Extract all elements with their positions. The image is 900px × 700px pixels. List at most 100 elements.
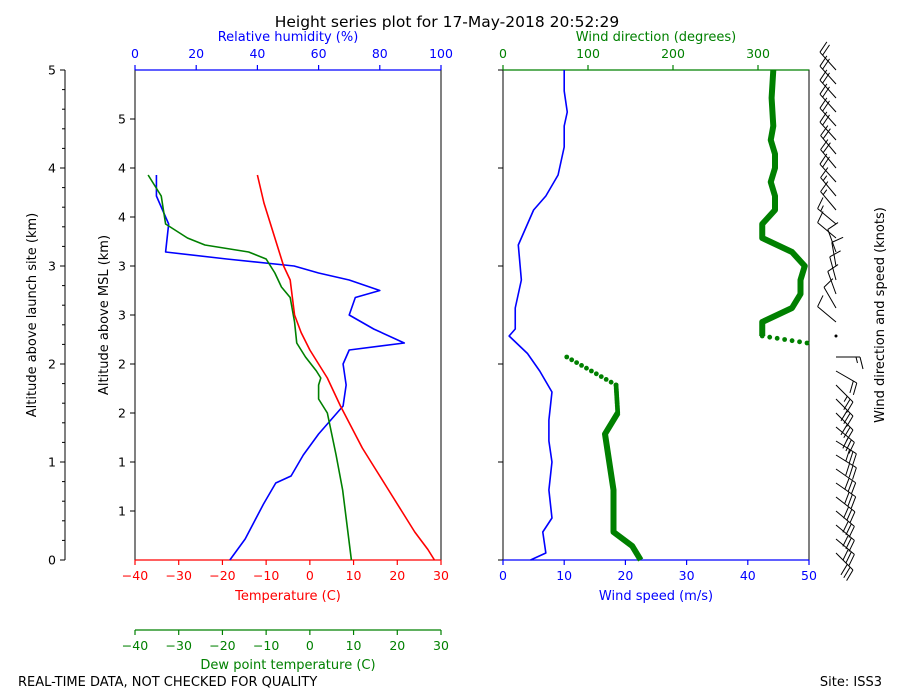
wind-direction-point [797, 339, 802, 345]
agl-axis-label: Altitude above launch site (km) [25, 213, 40, 417]
wind-barb-stroke [820, 205, 824, 212]
wind-barb-stroke [855, 356, 858, 364]
wind-barb-stroke [849, 511, 856, 524]
wind-barb-stroke [817, 306, 837, 323]
wind-barb-stroke [827, 271, 837, 295]
wind-barb [835, 384, 854, 413]
wind-speed-tick-label: 30 [679, 568, 695, 583]
temperature-tick-label: −20 [209, 568, 235, 583]
wind-barb-stroke [831, 242, 837, 267]
wind-direction-point [584, 365, 589, 371]
wind-direction-point [782, 337, 788, 342]
wind-barb-stroke [835, 510, 855, 527]
rh-tick-label: 0 [131, 46, 139, 61]
wind-barb-stroke [819, 41, 828, 53]
wind-barb-stroke [831, 236, 844, 243]
wind-speed-tick-label: 20 [617, 568, 633, 583]
wind-barb-stroke [848, 451, 854, 464]
temperature-tick-label: 20 [389, 568, 405, 583]
wind-barb-stroke [827, 222, 839, 230]
wind-barb-stroke [819, 83, 828, 95]
wind-barb-stroke [819, 79, 837, 99]
wind-direction-point [569, 357, 575, 363]
wind-barb-stroke [847, 480, 853, 493]
wind-barb-stroke [817, 211, 824, 223]
rh-tick-label: 40 [249, 46, 265, 61]
agl-tick-label: 4 [48, 161, 56, 176]
wind-barb [835, 370, 858, 396]
wind-barb [819, 111, 837, 141]
wind-barb-stroke [819, 107, 837, 127]
wind-speed-tick-label: 50 [801, 568, 817, 583]
wind-barb-stroke [845, 439, 852, 452]
wind-barb [820, 125, 837, 155]
wind-barb-stroke [846, 429, 854, 441]
wind-barb-stroke [817, 295, 824, 307]
agl-tick-label: 5 [48, 63, 56, 78]
wind-barb-stroke [822, 114, 830, 126]
wind-barb-stroke [817, 197, 824, 209]
wind-barb-stroke [852, 382, 858, 396]
wind-direction-point [804, 340, 810, 346]
wind-direction-point [603, 377, 609, 382]
wind-barb [835, 398, 854, 427]
wind-direction-tick-label: 0 [499, 46, 507, 61]
wind-direction-point [613, 382, 619, 388]
wind-barb-stroke [859, 356, 864, 370]
rh-tick-label: 60 [311, 46, 327, 61]
wind-barb [831, 236, 844, 267]
wind-barb [835, 412, 854, 441]
wind-barb [835, 482, 857, 509]
chart-title: Height series plot for 17-May-2018 20:52… [275, 13, 620, 31]
wind-barb-stroke [819, 121, 837, 141]
wind-direction-point [767, 334, 773, 340]
wind-barb [835, 552, 854, 581]
wind-speed-tick-label: 10 [556, 568, 572, 583]
wind-barb-stroke [840, 424, 848, 436]
wind-barb [835, 538, 855, 566]
wind-direction-point [598, 374, 604, 379]
wind-direction-tick-label: 100 [576, 46, 600, 61]
dewpoint-tick-label: 30 [433, 638, 449, 653]
wind-barb [817, 211, 837, 239]
wind-barb-stroke [819, 55, 828, 67]
wind-direction-tick-label: 200 [661, 46, 685, 61]
dewpoint-tick-label: 20 [389, 638, 405, 653]
wind-barb-stroke [845, 537, 852, 550]
agl-tick-label: 1 [48, 455, 56, 470]
wind-barb-stroke [820, 181, 829, 192]
wind-barb-stroke [845, 523, 852, 536]
wind-direction-tick-label: 300 [746, 46, 770, 61]
wind-barb-stroke [844, 491, 850, 504]
wind-barb-stroke [820, 139, 829, 150]
wind-barb-stroke [829, 256, 837, 281]
temperature-axis-label: Temperature (C) [234, 589, 341, 604]
wind-barb-stroke [822, 175, 828, 181]
wind-barb-stroke [819, 65, 837, 85]
wind-barb-stroke [849, 380, 854, 394]
data-quality-note: REAL-TIME DATA, NOT CHECKED FOR QUALITY [18, 675, 317, 690]
wind-barb-stroke [822, 58, 830, 70]
wind-barb-stroke [847, 494, 853, 507]
wind-barb [820, 181, 837, 211]
wind-barb [827, 222, 839, 253]
msl-tick-label: 2 [118, 357, 126, 372]
wind-direction-point [608, 379, 614, 385]
wind-barb-stroke [822, 142, 831, 153]
dewpoint-axis-label: Dew point temperature (C) [200, 658, 375, 673]
wind-barb-stroke [819, 97, 828, 109]
wind-direction-point [574, 360, 580, 365]
wind-barb-stroke [852, 453, 857, 466]
wind-barb-stroke [850, 496, 857, 509]
wind-barb [823, 278, 837, 309]
wind-barb [835, 468, 857, 495]
wind-speed-tick-label: 40 [740, 568, 756, 583]
wind-barb-stroke [844, 477, 850, 490]
wind-barb [835, 510, 855, 538]
wind-speed-line [508, 70, 569, 561]
wind-barb-stroke [843, 506, 850, 519]
temperature-tick-label: −30 [166, 568, 192, 583]
wind-barb-stroke [846, 509, 853, 521]
msl-tick-label: 2 [118, 406, 126, 421]
rh-tick-label: 100 [429, 46, 453, 61]
